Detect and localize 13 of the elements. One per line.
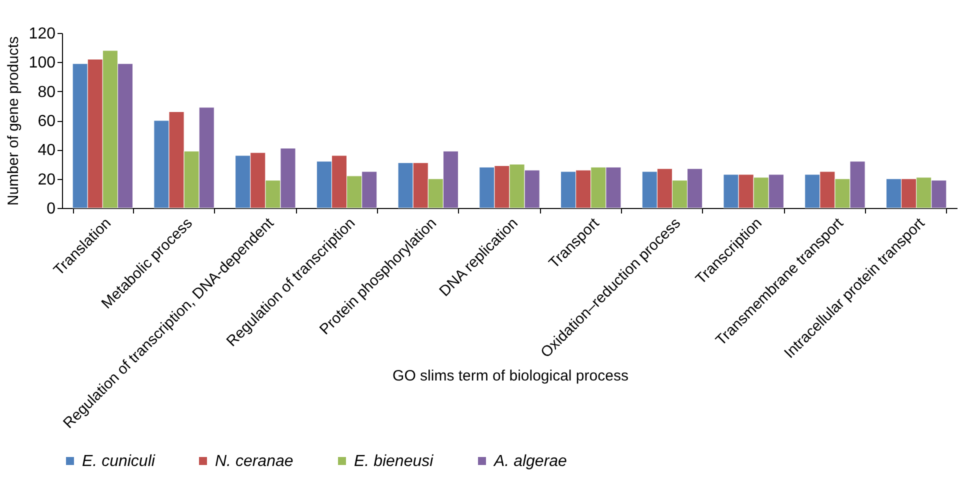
legend-label: E. bieneusi [354,453,434,470]
y-tick-label: 0 [46,200,56,218]
y-axis-title: Number of gene products [4,36,22,206]
y-tick-label: 60 [38,113,56,130]
x-axis-title: GO slims term of biological process [392,368,628,384]
legend-label: N. ceranae [215,453,294,470]
y-tick-label: 80 [38,84,56,101]
y-tick-label: 120 [28,26,56,42]
legend-label: E. cuniculi [82,453,156,470]
y-tick-label: 100 [28,54,56,72]
y-tick-label: 20 [38,171,56,188]
legend-label: A. algerae [493,453,568,470]
y-tick-label: 40 [38,142,56,160]
